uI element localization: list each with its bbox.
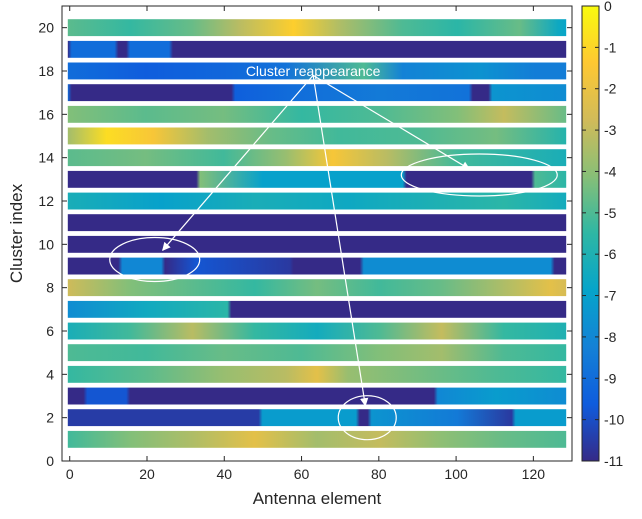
cluster-bar-15 <box>67 127 567 145</box>
y-tick-label: 10 <box>38 236 54 252</box>
colorbar-tick-label: -11 <box>604 453 623 469</box>
cluster-bar-2 <box>67 409 567 427</box>
colorbar-tick-label: -2 <box>604 81 617 97</box>
plot-frame <box>61 5 573 462</box>
colorbar: 0 -1 -2 -3 -4 -5 -6 -7 -8 -9 -10 -11 <box>581 0 624 469</box>
annotation-arrow <box>312 75 369 407</box>
x-tick-label: 60 <box>294 466 310 482</box>
cluster-bar-4 <box>67 365 567 383</box>
annotation-ellipse <box>337 395 397 441</box>
colorbar-tick-label: -1 <box>604 39 617 55</box>
annotation-label: Cluster reappearance <box>246 63 381 79</box>
y-tick-label: 16 <box>38 106 54 122</box>
annotation-layer: Cluster reappearance <box>109 63 558 441</box>
annotation-ellipse <box>400 153 558 197</box>
x-tick-label: 100 <box>444 466 468 482</box>
x-tick-label: 80 <box>371 466 387 482</box>
colorbar-tick-label: -5 <box>604 205 617 221</box>
cluster-bar-9 <box>67 257 567 275</box>
colorbar-tick-label: -8 <box>604 329 617 345</box>
colorbar-tick-label: -10 <box>604 412 624 428</box>
cluster-bar-5 <box>67 344 567 362</box>
y-tick-label: 14 <box>38 150 54 166</box>
cluster-bar-18 <box>67 62 567 80</box>
y-tick-label: 4 <box>46 366 54 382</box>
cluster-bar-7 <box>67 300 567 318</box>
colorbar-tick-label: -9 <box>604 370 617 386</box>
cluster-bar-10 <box>67 235 567 253</box>
y-tick-label: 6 <box>46 323 54 339</box>
annotation-arrow <box>312 74 471 170</box>
cluster-bar-1 <box>67 430 567 448</box>
x-tick-label: 40 <box>216 466 232 482</box>
y-tick-label: 0 <box>46 453 54 469</box>
plot-axes: 0 20 40 60 80 100 120 0 2 4 6 8 10 12 14 16 18 20 <box>38 5 573 482</box>
y-axis-label: Cluster index <box>7 183 26 283</box>
colorbar-tick-label: -7 <box>604 288 617 304</box>
y-tick-label: 18 <box>38 63 54 79</box>
y-tick-label: 12 <box>38 193 54 209</box>
cluster-bar-19 <box>67 40 567 58</box>
cluster-bar-14 <box>67 149 567 167</box>
x-axis-label: Antenna element <box>253 489 382 508</box>
cluster-bar-6 <box>67 322 567 340</box>
colorbar-gradient <box>581 5 600 462</box>
y-tick-label: 2 <box>46 410 54 426</box>
cluster-bar-12 <box>67 192 567 210</box>
y-tick-label: 8 <box>46 280 54 296</box>
cluster-bar-17 <box>67 84 567 102</box>
annotation-ellipse <box>109 236 201 283</box>
cluster-bars <box>67 19 567 448</box>
annotation-arrow <box>162 74 314 251</box>
y-tick-label: 20 <box>38 20 54 36</box>
colorbar-tick-label: -6 <box>604 246 617 262</box>
cluster-bar-8 <box>67 279 567 297</box>
x-tick-label: 20 <box>139 466 155 482</box>
cluster-bar-13 <box>67 170 567 188</box>
x-tick-label: 120 <box>522 466 546 482</box>
cluster-bar-16 <box>67 105 567 123</box>
colorbar-tick-label: -4 <box>604 163 617 179</box>
colorbar-tick-label: 0 <box>604 0 612 14</box>
colorbar-tick-label: -3 <box>604 122 617 138</box>
cluster-bar-20 <box>67 19 567 37</box>
x-tick-label: 0 <box>66 466 74 482</box>
cluster-bar-3 <box>67 387 567 405</box>
cluster-bar-11 <box>67 214 567 232</box>
